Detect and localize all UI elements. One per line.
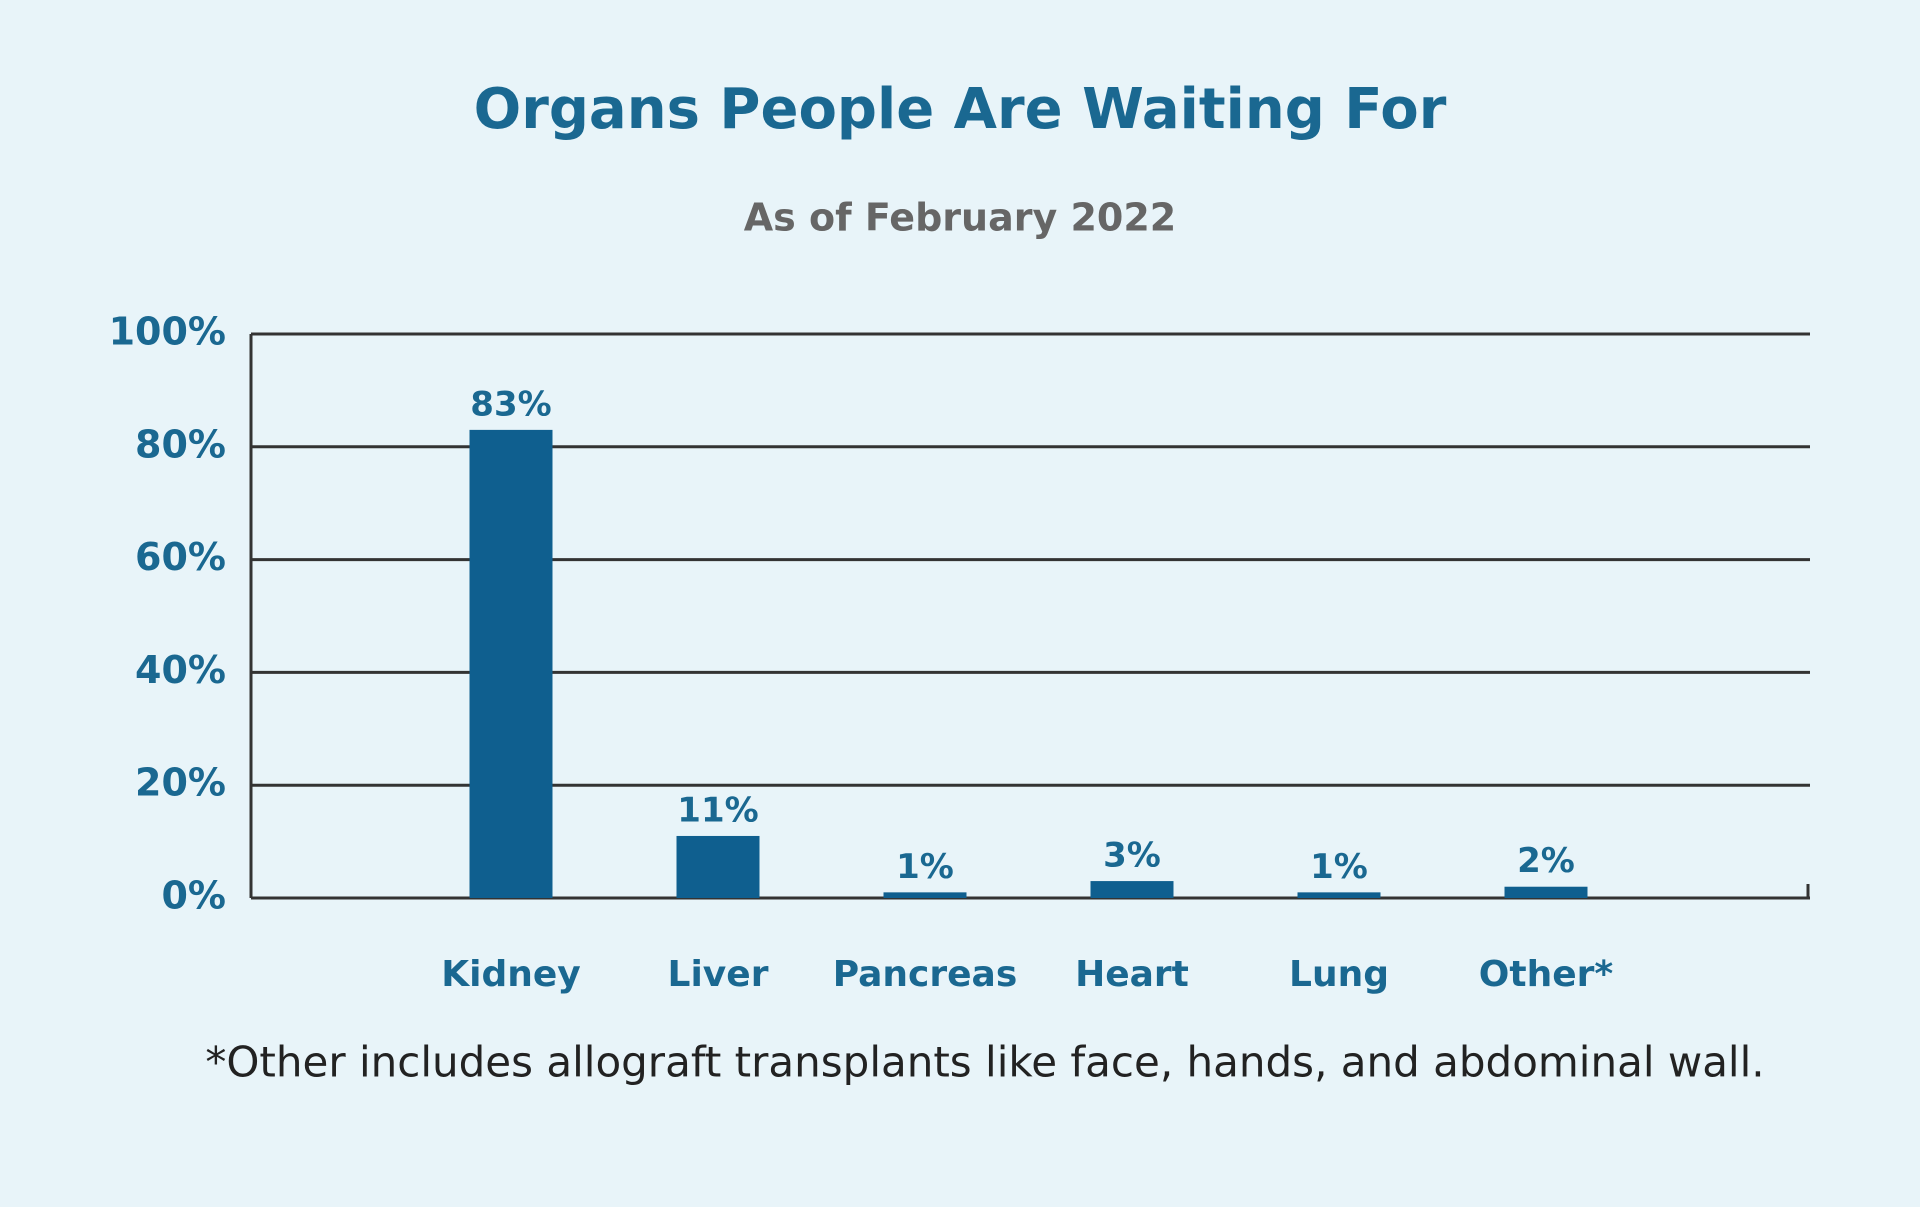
y-tick-label: 60%	[135, 535, 226, 579]
x-tick-label: Other*	[1479, 954, 1614, 995]
chart-title: Organs People Are Waiting For	[474, 77, 1447, 142]
bar	[1504, 886, 1588, 898]
y-tick-label: 0%	[161, 874, 226, 918]
data-label: 3%	[1103, 836, 1161, 876]
x-tick-label: Kidney	[441, 954, 581, 995]
data-label: 83%	[470, 384, 551, 424]
data-label: 1%	[896, 847, 954, 887]
bar	[1090, 881, 1174, 898]
bar	[469, 429, 553, 898]
data-label: 11%	[677, 790, 758, 830]
x-tick-label: Lung	[1289, 954, 1389, 995]
bar	[1297, 892, 1381, 898]
data-label: 2%	[1517, 841, 1575, 881]
bar	[883, 892, 967, 898]
footnote: *Other includes allograft transplants li…	[205, 1038, 1764, 1087]
y-tick-label: 80%	[135, 422, 226, 466]
data-label: 1%	[1310, 847, 1368, 887]
y-tick-label: 40%	[135, 648, 226, 692]
y-tick-label: 100%	[109, 310, 226, 354]
x-tick-label: Heart	[1075, 954, 1189, 995]
bar	[676, 835, 760, 898]
y-tick-label: 20%	[135, 761, 226, 805]
x-tick-label: Liver	[668, 954, 769, 995]
chart-subtitle: As of February 2022	[744, 196, 1176, 240]
x-tick-label: Pancreas	[833, 954, 1018, 995]
